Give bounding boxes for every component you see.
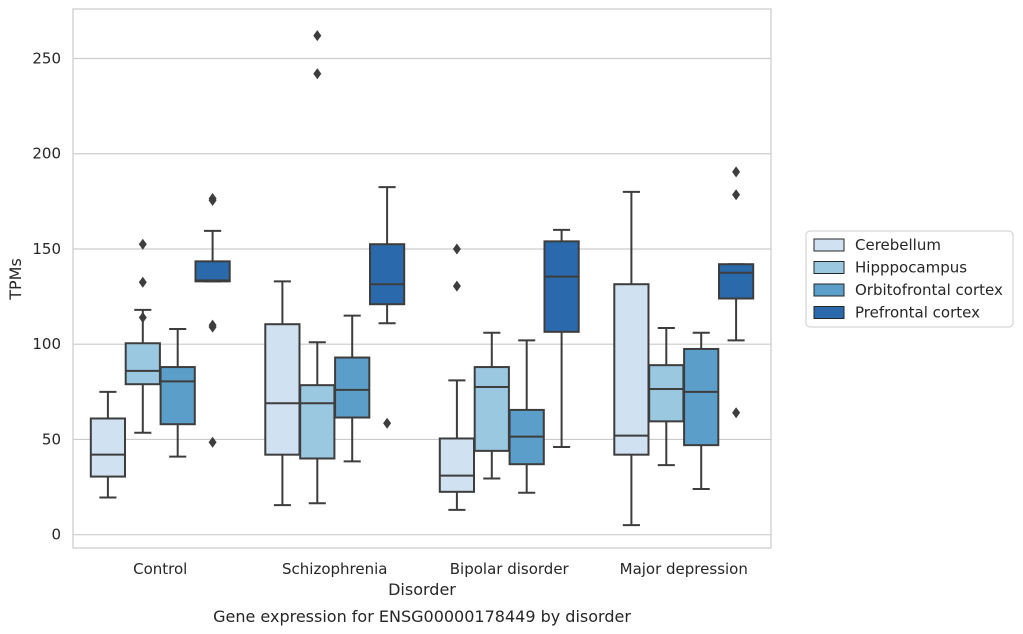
x-tick-labels: Control Schizophrenia Bipolar disorder Majo… [133, 560, 748, 578]
box [613, 283, 650, 456]
box [438, 437, 476, 493]
box [648, 364, 685, 423]
legend-swatch [813, 238, 845, 252]
box-group [683, 331, 720, 490]
box [124, 342, 161, 386]
box-group [159, 327, 196, 458]
outlier-point [313, 30, 322, 42]
outlier-point [732, 166, 741, 178]
box-group [438, 243, 476, 511]
outlier-point [313, 68, 322, 80]
box-group [613, 190, 650, 527]
outlier-point [208, 436, 217, 448]
box-group [717, 166, 755, 419]
legend-swatch [813, 306, 845, 319]
y-tick-label: 100 [32, 335, 61, 353]
outlier-point [138, 238, 147, 250]
y-tick-label: 200 [32, 145, 61, 163]
legend-label: Prefrontal cortex [855, 304, 980, 322]
legend-label: Hipppocampus [855, 259, 967, 277]
boxes [89, 30, 755, 527]
x-tick-label: Control [133, 560, 187, 578]
legend-frame [805, 230, 1014, 328]
legend-swatch [813, 261, 845, 274]
gridlines [73, 57, 771, 536]
y-tick-label: 50 [42, 430, 61, 448]
box-group [264, 280, 301, 507]
outlier-point [208, 319, 217, 331]
box [683, 347, 720, 447]
box [194, 260, 231, 283]
box [334, 356, 371, 419]
outlier-point [138, 276, 147, 288]
box-group [124, 238, 161, 434]
outlier-point [138, 312, 147, 324]
y-tick-label: 150 [32, 240, 61, 258]
box [264, 323, 301, 456]
box [473, 366, 510, 452]
box-group [299, 30, 336, 505]
box [89, 417, 127, 478]
box-group [89, 390, 127, 499]
box-group [508, 339, 545, 494]
box [159, 366, 196, 426]
legend[interactable]: Cerebellum Hipppocampus Orbitofrontal cort… [805, 230, 1014, 328]
box [717, 263, 755, 300]
box-group [194, 193, 231, 448]
plot-frame [72, 8, 772, 549]
legend-swatch [813, 283, 845, 297]
chart-caption: Gene expression for ENSG00000178449 by d… [213, 607, 631, 626]
y-tick-labels: 0 50 100 150 200 250 [32, 50, 61, 544]
outlier-point [452, 243, 461, 255]
x-tick-label: Schizophrenia [282, 560, 387, 578]
outlier-point [732, 189, 741, 201]
box-group [334, 314, 371, 463]
y-tick-label: 0 [51, 526, 61, 544]
x-tick-label: Major depression [620, 560, 748, 578]
box-group [543, 228, 580, 449]
box [299, 384, 336, 460]
x-axis-title: Disorder [388, 580, 456, 599]
outlier-point [208, 193, 217, 205]
outlier-point [732, 407, 741, 419]
box [543, 240, 580, 333]
legend-label: Orbitofrontal cortex [855, 281, 1003, 299]
legend-label: Cerebellum [855, 236, 941, 254]
y-tick-label: 250 [32, 50, 61, 68]
outlier-point [452, 280, 461, 292]
outlier-point [383, 417, 392, 429]
box-group [368, 186, 406, 429]
x-tick-label: Bipolar disorder [450, 560, 570, 578]
y-axis-title: TPMs [6, 258, 25, 301]
box [368, 243, 406, 306]
